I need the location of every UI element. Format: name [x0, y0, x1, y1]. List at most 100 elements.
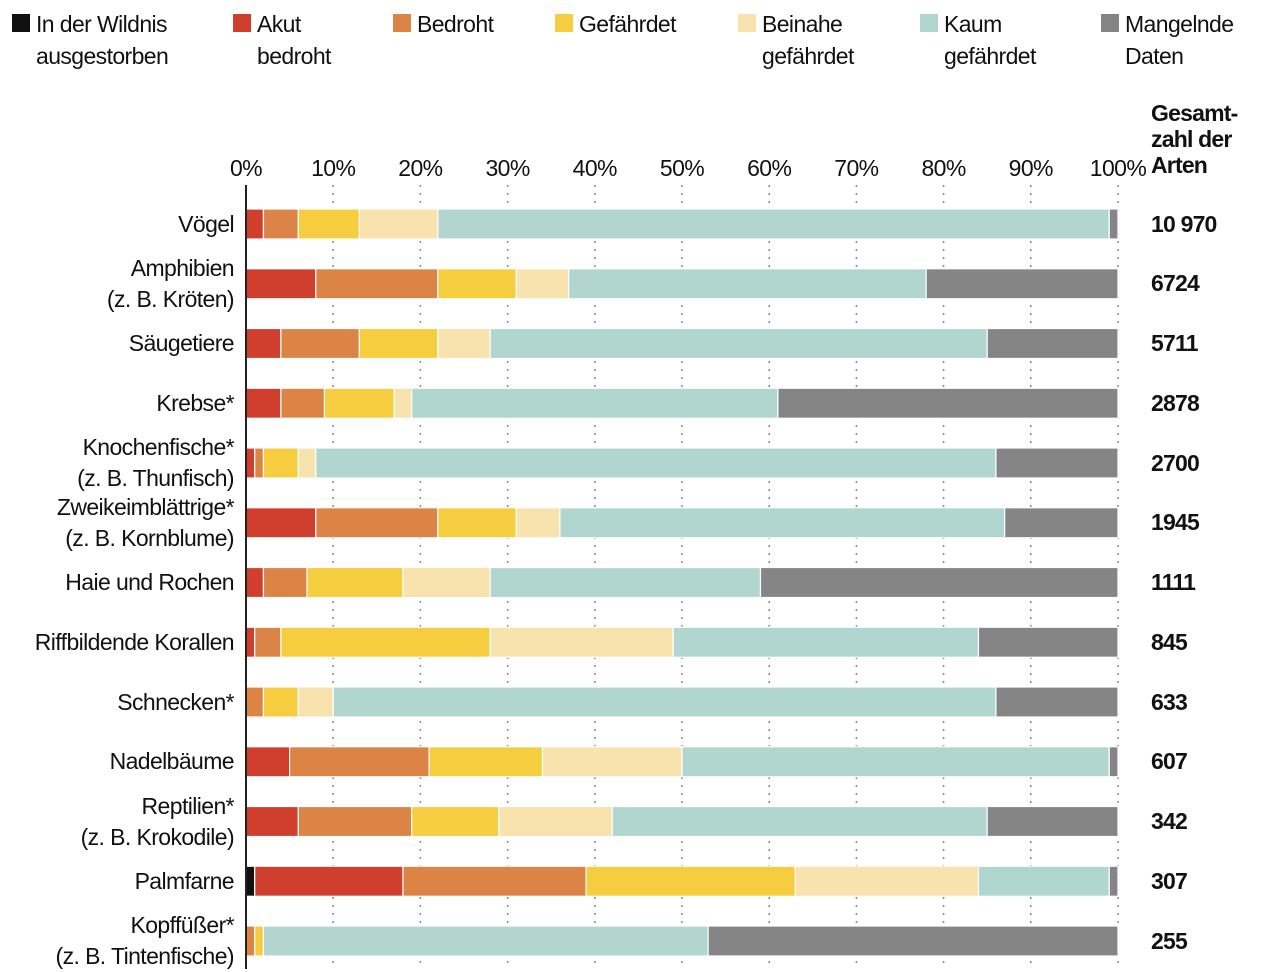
bar-segment	[428, 746, 544, 778]
bar-segment	[977, 865, 1110, 897]
bar-segment	[995, 686, 1119, 718]
total-label: 1945	[1151, 509, 1200, 536]
x-tick-label: 50%	[659, 155, 705, 181]
bar-segment	[489, 566, 762, 599]
legend-swatch	[233, 14, 251, 32]
bar-segment	[245, 865, 256, 897]
legend-swatch	[12, 14, 30, 32]
x-tick-label: 90%	[1008, 155, 1054, 181]
total-label: 342	[1151, 808, 1188, 834]
bar-segment	[393, 387, 413, 419]
bar-segment	[402, 566, 491, 599]
legend-label: Gefährdet	[579, 11, 676, 37]
legend-label: Akut bedroht	[257, 11, 331, 69]
legend-label: Bedroht	[417, 11, 494, 37]
total-label: 845	[1151, 628, 1188, 655]
bar-segment	[437, 208, 1110, 240]
bar-segment	[1004, 507, 1119, 539]
bar-segment	[759, 566, 1119, 599]
y-tick-label: Reptilien* (z. B. Krokodile)	[80, 792, 235, 850]
y-tick-label: Haie und Rochen	[65, 569, 234, 595]
x-tick-label: 80%	[921, 155, 966, 181]
total-label: 1111	[1151, 569, 1196, 595]
bar-segment	[498, 805, 613, 838]
bar-segment	[995, 447, 1119, 479]
bar-segment	[323, 387, 395, 419]
bar-segment	[986, 805, 1119, 838]
bar-segment	[1108, 208, 1119, 240]
bar-segment	[986, 327, 1119, 360]
bar-segment	[245, 387, 282, 419]
x-tick-label: 20%	[398, 155, 443, 181]
legend-label: Beinahe gefährdet	[762, 11, 854, 69]
legend-swatch	[393, 14, 411, 32]
x-tick-label: 100%	[1089, 155, 1147, 181]
y-tick-label: Krebse*	[156, 389, 234, 416]
legend-label: In der Wildnis ausgestorben	[36, 11, 169, 69]
totals-title: Gesamt- zahl der Arten	[1151, 100, 1238, 178]
x-tick-label: 10%	[311, 155, 356, 181]
total-label: 633	[1151, 688, 1188, 715]
bar-segment	[289, 746, 430, 778]
bar-segment	[245, 746, 291, 778]
y-tick-label: Zweikeimblättrige* (z. B. Kornblume)	[56, 493, 235, 551]
x-tick-label: 60%	[747, 155, 792, 181]
y-tick-label: Knochenfische* (z. B. Thunfisch)	[77, 434, 234, 491]
bar-segment	[262, 686, 299, 718]
legend-swatch	[920, 14, 938, 32]
bar-segment	[925, 268, 1119, 300]
bar-segment	[411, 805, 500, 838]
bar-segment	[681, 746, 1110, 778]
bar-segment	[332, 686, 997, 718]
bar-segment	[245, 925, 256, 957]
total-label: 607	[1151, 748, 1188, 775]
bar-segment	[568, 268, 927, 300]
bar-segment	[297, 447, 317, 479]
x-tick-label: 0%	[229, 155, 263, 181]
total-label: 6724	[1151, 270, 1200, 297]
bar-segment	[245, 208, 265, 240]
y-tick-label: Nadelbäume	[109, 748, 235, 775]
x-tick-label: 40%	[572, 155, 618, 181]
legend-label: Kaum gefährdet	[944, 11, 1036, 69]
total-label: 5711	[1151, 330, 1198, 356]
bar-segment	[489, 327, 988, 360]
bar-segment	[245, 327, 282, 360]
bar-segment	[262, 566, 308, 599]
total-label: 2878	[1151, 389, 1200, 416]
x-tick-label: 70%	[834, 155, 879, 181]
bar-segment	[315, 268, 439, 300]
bar-segment	[306, 566, 404, 599]
bar-segment	[245, 447, 256, 479]
bar-segment	[297, 686, 334, 718]
total-label: 255	[1151, 927, 1188, 954]
bar-segment	[245, 268, 317, 300]
bar-segment	[245, 805, 299, 838]
bar-segment	[411, 387, 779, 419]
legend-swatch	[555, 14, 573, 32]
bar-segment	[977, 626, 1119, 658]
bar-segment	[245, 507, 317, 539]
bar-segment	[402, 865, 587, 897]
bar-segment	[585, 865, 796, 897]
bar-segment	[1108, 865, 1119, 897]
bar-segment	[559, 507, 1006, 539]
bar-segment	[297, 208, 360, 240]
bar-segment	[245, 626, 256, 658]
y-tick-label: Riffbildende Korallen	[34, 628, 235, 655]
x-tick-label: 30%	[485, 155, 530, 181]
bar-segment	[777, 387, 1119, 419]
bar-segment	[611, 805, 988, 838]
bar-segment	[707, 925, 1119, 957]
bar-segment	[358, 208, 439, 240]
y-tick-label: Amphibien (z. B. Kröten)	[106, 254, 235, 312]
bar-segment	[280, 626, 491, 658]
bar-segment	[262, 925, 709, 957]
bar-segment	[245, 686, 265, 718]
bar-segment	[262, 208, 299, 240]
total-label: 2700	[1151, 449, 1200, 476]
bar-segment	[437, 327, 491, 360]
legend-swatch	[738, 14, 756, 32]
